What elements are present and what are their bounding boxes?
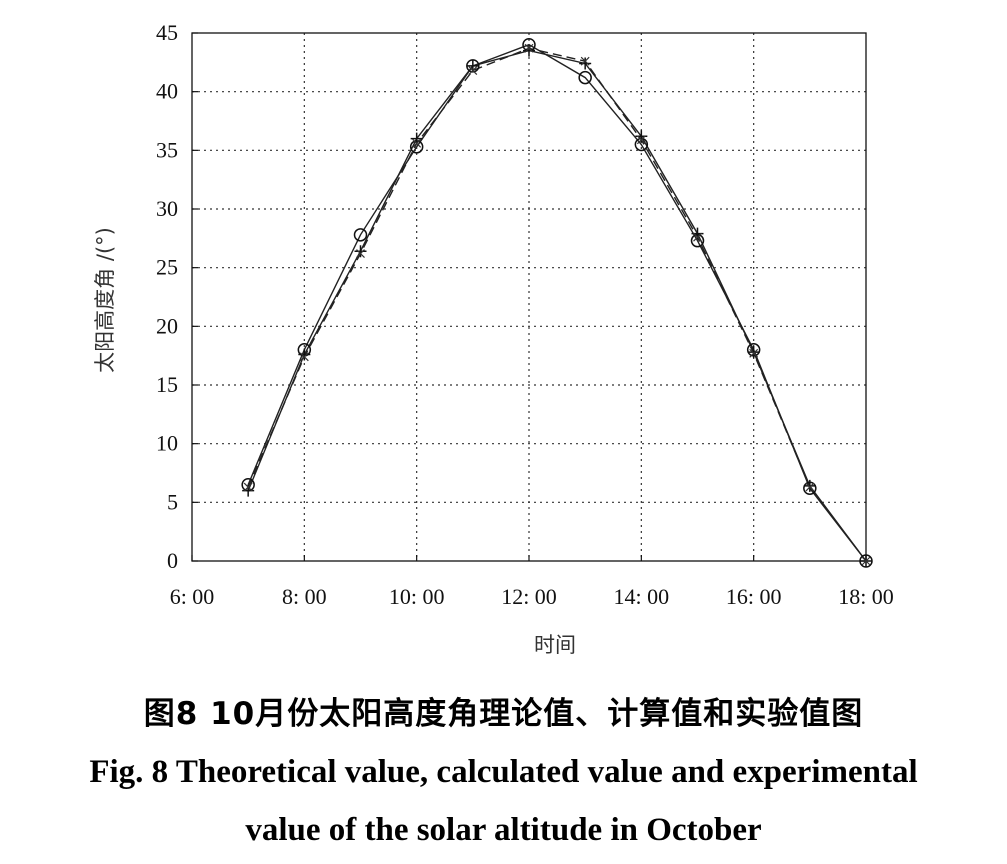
series-markers [241,37,873,568]
x-tick-label: 18: 00 [838,584,894,609]
y-tick-label: 35 [156,137,178,162]
data-point-circle [578,70,592,85]
data-point-plus [579,57,592,70]
data-point-x [243,482,253,492]
data-point-x [356,249,365,259]
solar-altitude-chart: 6: 00 8: 00 10: 00 12: 00 14: 00 16: 00 18: 00… [93,20,894,657]
y-tick-label: 40 [156,79,178,104]
y-tick-label: 25 [156,255,178,280]
x-axis-label: 时间 [534,633,576,657]
data-point-plus [298,348,311,361]
y-tick-label: 15 [156,372,178,397]
x-tick-label: 8: 00 [282,584,327,609]
y-tick-label: 30 [156,196,178,221]
y-tick-label: 10 [156,431,178,456]
data-point-x [524,43,534,53]
x-tick-label: 10: 00 [389,584,445,609]
x-tick-label: 12: 00 [501,584,557,609]
data-point-x [693,232,702,242]
axis-labels: 时间 太阳高度角 /(°) [93,227,576,657]
y-tick-label: 0 [167,548,178,573]
figure-caption-chinese: 图8 10月份太阳高度角理论值、计算值和实验值图 [143,696,864,732]
grid [192,33,866,561]
series-lines [247,43,867,562]
figure-caption-english-line2: value of the solar altitude in October [245,812,762,848]
figure-caption-english-line1: Fig. 8 Theoretical value, calculated val… [89,754,918,790]
data-point-x [749,348,759,358]
x-tick-label: 16: 00 [726,584,782,609]
data-point-x [636,135,646,145]
x-tick-label: 14: 00 [614,584,670,609]
data-point-x [412,138,422,148]
data-point-plus [803,479,816,492]
y-axis-label: 太阳高度角 /(°) [93,227,117,373]
y-tick-label: 5 [167,489,178,514]
series-line-plus [247,49,867,562]
data-point-x [861,556,871,566]
data-point-x [580,56,590,66]
data-point-x [468,66,478,75]
x-tick-label: 6: 00 [170,584,215,609]
data-point-x [299,352,309,362]
data-point-circle [353,228,368,242]
data-point-plus [747,346,760,359]
axes: 6: 00 8: 00 10: 00 12: 00 14: 00 16: 00 18: 00… [156,20,894,609]
data-point-plus [354,245,367,258]
y-tick-label: 45 [156,20,178,45]
data-point-x [805,482,815,492]
series-line-x [247,47,867,562]
y-tick-label: 20 [156,313,178,338]
series-line-circle [247,43,867,562]
data-point-plus [523,44,535,57]
